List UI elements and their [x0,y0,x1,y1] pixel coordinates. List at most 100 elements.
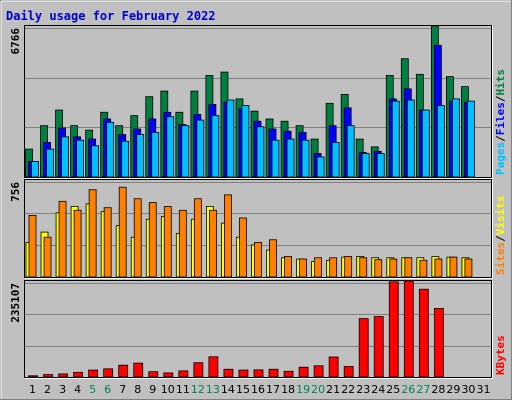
bar-pages-day-18 [286,138,295,178]
bar-sites-day-20 [314,257,323,278]
day-label-16: 16 [251,383,265,396]
series-pages [31,98,475,178]
day-label-23: 23 [356,383,370,396]
bar-sites-day-6 [103,207,112,278]
day-label-26: 26 [401,383,415,396]
day-label-29: 29 [446,383,460,396]
day-axis: 1 2 3 4 5 6 7 8 9 10 11 12 13 14 15 16 17 18 19 20 21 22 23 24 2… [29,383,490,396]
legend-hits: Hits [494,69,507,96]
bar-pages-day-13 [211,115,220,178]
bar-sites-day-3 [58,200,67,278]
bar-kbytes-day-6 [103,368,114,378]
bar-kbytes-day-24 [373,316,384,378]
bar-pages-day-20 [316,156,325,178]
bar-kbytes-day-21 [328,356,339,378]
day-label-28: 28 [431,383,445,396]
bar-sites-day-25 [389,258,398,278]
bar-pages-day-3 [61,136,69,178]
day-label-6: 6 [104,383,111,396]
series-sites [28,186,473,278]
bar-pages-day-26 [406,99,415,178]
day-label-3: 3 [59,383,66,396]
bar-kbytes-day-5 [88,369,99,378]
bar-pages-day-22 [346,125,355,178]
bar-pages-day-9 [151,131,160,178]
legend-kbytes: KBytes [494,335,507,375]
bar-kbytes-day-7 [118,364,129,378]
day-label-15: 15 [236,383,250,396]
bar-pages-day-8 [136,134,145,178]
bar-kbytes-day-16 [253,369,264,378]
bar-sites-day-11 [178,209,187,278]
legend-pages: Pages [494,142,507,175]
day-label-13: 13 [206,383,220,396]
bar-kbytes-day-1 [28,375,38,378]
bar-kbytes-day-23 [358,318,369,378]
bar-pages-day-1 [31,160,39,178]
bar-sites-day-18 [284,256,292,278]
bar-sites-day-27 [419,259,428,278]
bar-sites-day-30 [464,258,473,278]
bar-kbytes-day-13 [208,356,219,378]
legend-visits: Visits [494,196,507,236]
visits-sites-legend: Sites/Visits [494,196,507,276]
bar-sites-day-9 [148,202,157,278]
bar-kbytes-day-8 [133,362,144,378]
bar-pages-day-17 [271,139,280,178]
bar-pages-day-6 [106,121,115,178]
visits-sites-ymax-label: 756 [9,182,22,202]
day-label-4: 4 [74,383,81,396]
day-label-1: 1 [29,383,36,396]
kbytes-panel: 235107 KBytes [9,280,507,379]
day-label-12: 12 [191,383,205,396]
day-label-17: 17 [266,383,280,396]
day-label-20: 20 [311,383,325,396]
bar-sites-day-24 [374,259,383,278]
day-label-21: 21 [326,383,340,396]
bar-pages-day-29 [452,98,460,178]
bar-pages-day-4 [76,139,84,178]
bar-sites-day-1 [28,215,37,278]
day-label-30: 30 [461,383,475,396]
day-label-9: 9 [149,383,156,396]
bar-kbytes-day-2 [43,374,53,378]
bar-sites-day-16 [254,241,262,278]
bar-kbytes-day-28 [433,308,444,378]
bar-pages-day-25 [391,100,400,178]
hits-files-pages-ymax-label: 6766 [9,28,22,55]
series-kbytes [28,280,444,378]
bar-sites-day-5 [88,189,97,278]
bar-sites-day-21 [329,257,338,278]
bar-sites-day-2 [43,236,52,278]
bar-sites-day-26 [404,257,413,278]
bar-sites-day-28 [434,258,443,278]
legend-separator: / [494,235,507,242]
bar-sites-day-19 [299,258,307,278]
bar-pages-day-23 [361,153,370,178]
day-label-24: 24 [371,383,385,396]
bar-kbytes-day-4 [73,371,83,378]
bar-pages-day-30 [467,100,475,178]
bar-kbytes-day-20 [313,365,324,378]
bar-pages-day-14 [226,99,235,178]
bar-kbytes-day-15 [238,369,249,378]
bar-sites-day-12 [193,198,202,278]
day-label-2: 2 [44,383,51,396]
day-label-5: 5 [89,383,96,396]
day-label-8: 8 [134,383,141,396]
bar-pages-day-11 [181,125,190,178]
bar-sites-day-4 [73,209,82,278]
bar-sites-day-13 [208,209,217,278]
bar-kbytes-day-22 [343,365,354,378]
bar-kbytes-day-17 [268,368,279,378]
day-label-14: 14 [221,383,235,396]
day-label-22: 22 [341,383,355,396]
bar-pages-day-10 [166,116,175,178]
bar-kbytes-day-26 [403,280,414,378]
bar-sites-day-29 [449,256,458,278]
chart-panels: 6766Pages/Files/Hits756Sites/Visits23510… [9,25,507,379]
bar-pages-day-15 [241,105,250,178]
